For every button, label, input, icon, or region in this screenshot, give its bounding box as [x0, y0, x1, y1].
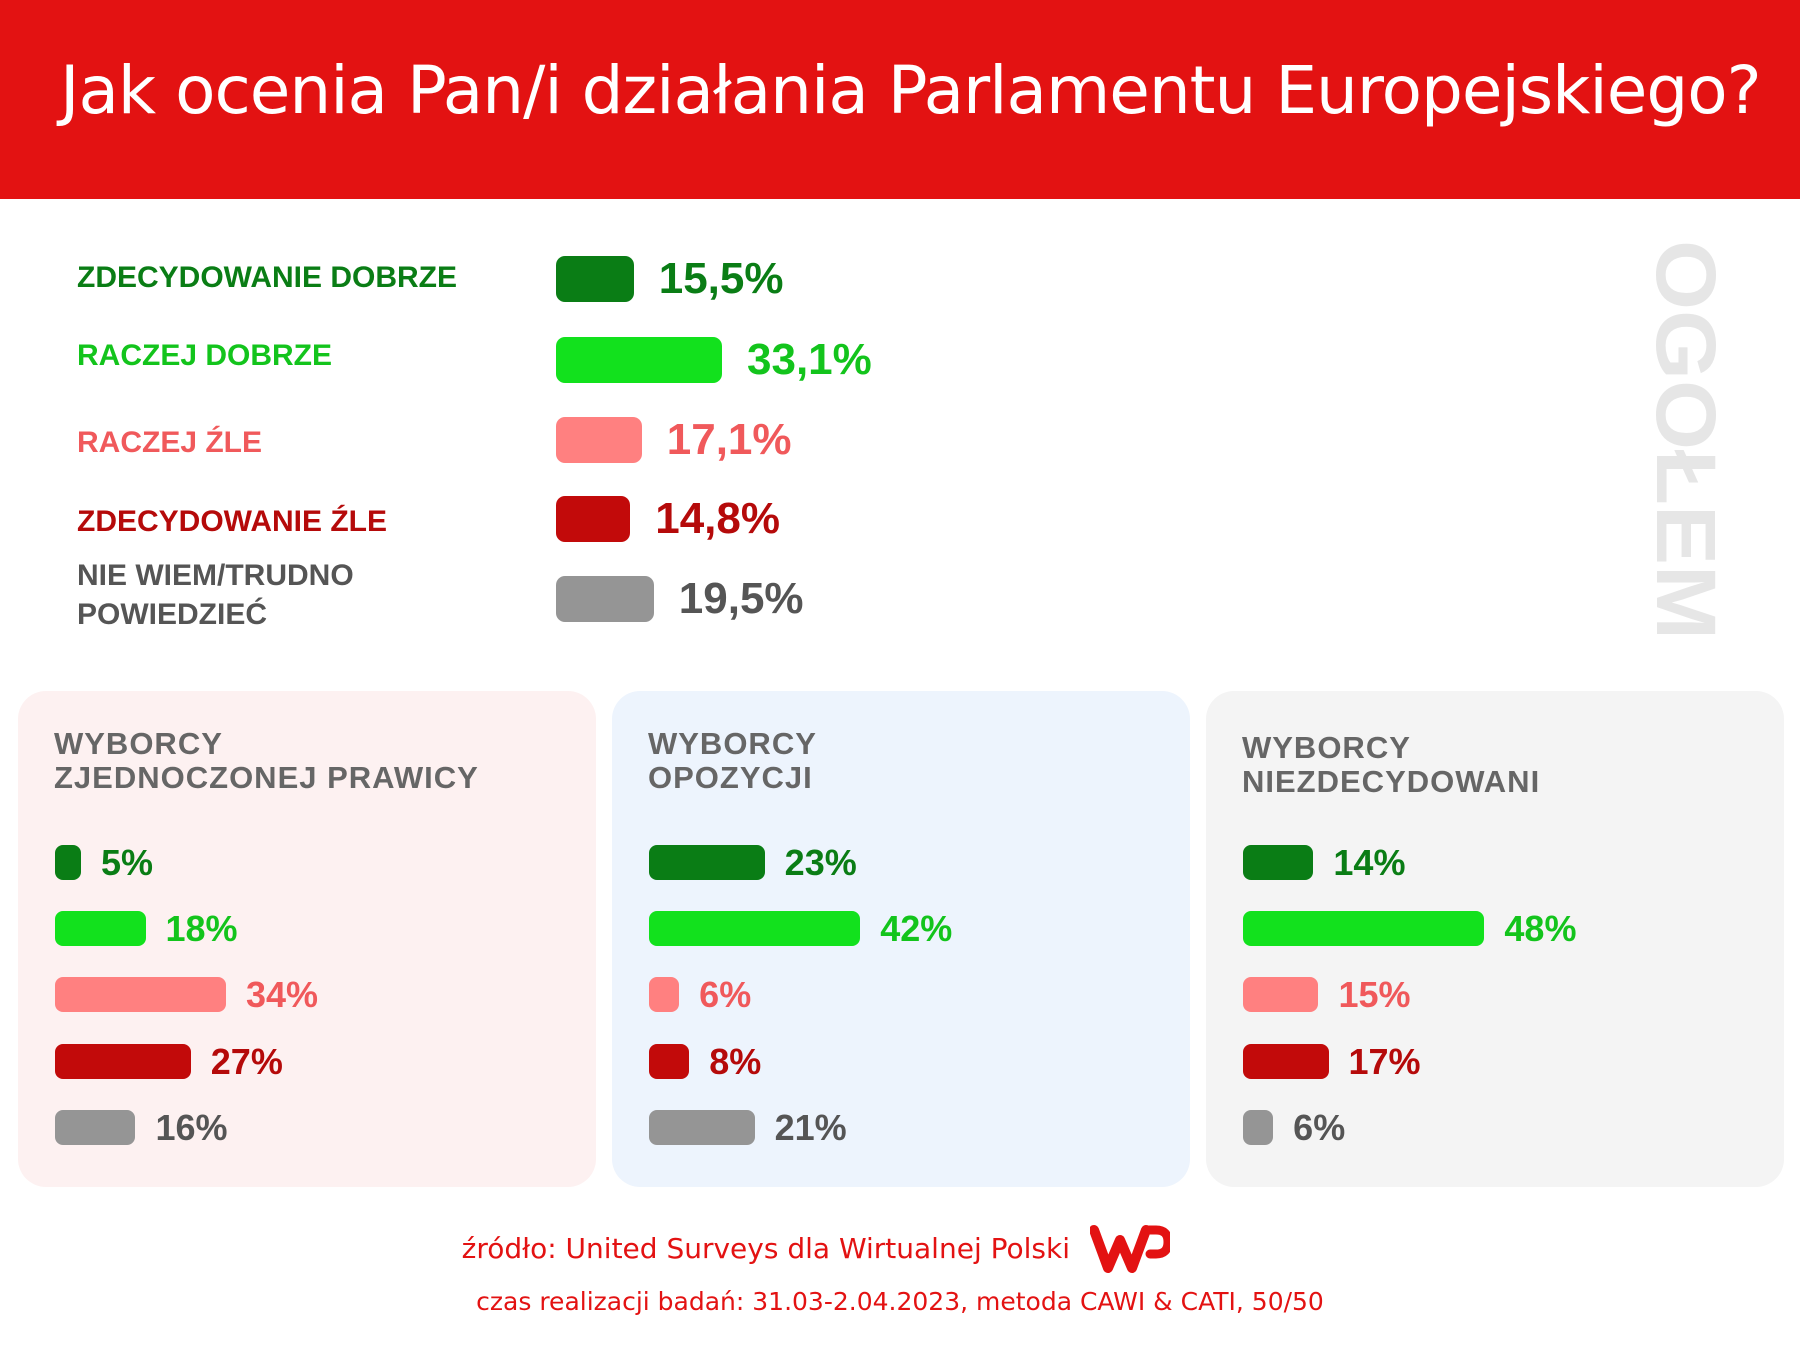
watermark-ogolem: OGÓŁEM: [1639, 240, 1719, 640]
panel-title-line: WYBORCY: [54, 726, 223, 761]
panel-bar: [1243, 1110, 1274, 1145]
panel-title-line: OPOZYCJI: [648, 760, 813, 795]
panel-value-label: 8%: [709, 1041, 762, 1082]
chart-title: Jak ocenia Pan/i działania Parlamentu Eu…: [60, 52, 1762, 129]
segment-panel: WYBORCY NIEZDECYDOWANI 14% 48% 15% 17% 6%: [1206, 691, 1784, 1187]
panel-value-label: 21%: [774, 1107, 847, 1148]
panel-bar: [1243, 845, 1314, 880]
overall-bar: [556, 576, 654, 622]
watermark-text: OGÓŁEM: [1639, 240, 1719, 640]
panel-bar: [1243, 911, 1485, 946]
panel-value-label: 6%: [1293, 1107, 1346, 1148]
panel-value-label: 17%: [1348, 1041, 1421, 1082]
overall-bar: [556, 417, 642, 463]
overall-category-label: RACZEJ DOBRZE: [77, 339, 333, 372]
overall-category-label: NIE WIEM/TRUDNO POWIEDZIEĆ: [77, 559, 354, 631]
overall-bar: [556, 337, 722, 383]
panel-value-label: 42%: [880, 908, 953, 949]
overall-value-label: 14,8%: [655, 494, 780, 543]
panel-bar: [649, 911, 861, 946]
panel-title-line: WYBORCY: [648, 726, 817, 761]
overall-value-label: 33,1%: [747, 335, 872, 384]
wp-logo: [1090, 1225, 1170, 1273]
panel-value-label: 16%: [155, 1107, 228, 1148]
overall-value-label: 17,1%: [666, 415, 792, 464]
source-text: źródło: United Surveys dla Wirtualnej Po…: [461, 1232, 1070, 1265]
panel-bar: [649, 977, 680, 1012]
header-banner: Jak ocenia Pan/i działania Parlamentu Eu…: [0, 0, 1800, 199]
panel-title: WYBORCY OPOZYCJI: [648, 727, 817, 795]
panel-title-line: ZJEDNOCZONEJ PRAWICY: [54, 760, 479, 795]
panel-bar: [649, 845, 765, 880]
panel-value-label: 48%: [1504, 908, 1577, 949]
method-text: czas realizacji badań: 31.03-2.04.2023, …: [476, 1287, 1324, 1316]
panel-bar: [1243, 1044, 1329, 1079]
panel-value-label: 34%: [246, 974, 319, 1015]
panel-title-line: WYBORCY: [1242, 730, 1411, 765]
panel-value-label: 15%: [1338, 974, 1411, 1015]
segment-panel: WYBORCY ZJEDNOCZONEJ PRAWICY 5% 18% 34% 27% 16…: [18, 691, 596, 1187]
panel-bar: [55, 1110, 136, 1145]
panel-bar: [55, 911, 146, 946]
panel-bar: [649, 1044, 690, 1079]
panel-value-label: 14%: [1333, 842, 1406, 883]
overall-bar: [556, 496, 631, 542]
panel-bar: [55, 845, 81, 880]
overall-bar: [556, 256, 634, 302]
overall-category-label: ZDECYDOWANIE ŹLE: [77, 505, 388, 538]
overall-category-label: ZDECYDOWANIE DOBRZE: [77, 261, 458, 294]
panel-value-label: 5%: [101, 842, 154, 883]
panel-value-label: 23%: [784, 842, 857, 883]
overall-value-label: 15,5%: [658, 254, 784, 303]
panel-bar: [1243, 977, 1319, 1012]
panel-value-label: 27%: [210, 1041, 283, 1082]
panel-bar: [649, 1110, 755, 1145]
panel-bar: [55, 977, 226, 1012]
panel-title: WYBORCY ZJEDNOCZONEJ PRAWICY: [54, 727, 479, 795]
panel-value-label: 18%: [165, 908, 238, 949]
panel-title-line: NIEZDECYDOWANI: [1242, 764, 1541, 799]
panel-title: WYBORCY NIEZDECYDOWANI: [1242, 731, 1540, 799]
panel-value-label: 6%: [699, 974, 752, 1015]
overall-category-label: RACZEJ ŹLE: [77, 426, 263, 459]
panel-bar: [55, 1044, 191, 1079]
overall-value-label: 19,5%: [678, 574, 804, 623]
segment-panel: WYBORCY OPOZYCJI 23% 42% 6% 8% 21%: [612, 691, 1190, 1187]
